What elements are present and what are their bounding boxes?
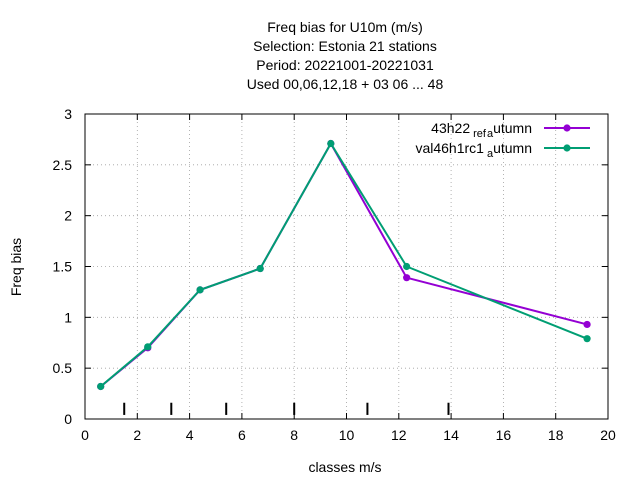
chart-title: Freq bias for U10m (m/s) Selection: Eston… <box>247 19 444 92</box>
grid-lines <box>85 114 608 419</box>
legend-marker-1 <box>563 144 571 152</box>
series-line-0 <box>100 141 588 388</box>
legend-label-subscript: a <box>487 128 494 140</box>
chart-title-line: Period: 20221001-20221031 <box>256 57 434 73</box>
y-tick-label: 2.5 <box>53 157 73 173</box>
y-tick-label: 3 <box>64 106 72 122</box>
x-tick-label: 12 <box>391 427 407 443</box>
y-axis-label: Freq bias <box>8 238 24 296</box>
chart-title-line: Used 00,06,12,18 + 03 06 ... 48 <box>247 76 444 92</box>
legend-label-subscript: a <box>487 148 494 160</box>
y-tick-label: 1 <box>64 309 72 325</box>
legend-label-main: val46h1rc1 <box>415 140 484 156</box>
x-tick-label: 4 <box>186 427 194 443</box>
x-tick-label: 0 <box>81 427 89 443</box>
x-tick-label: 20 <box>600 427 616 443</box>
series-lines <box>97 139 591 391</box>
y-tick-label: 0.5 <box>53 360 73 376</box>
y-tick-label: 0 <box>64 411 72 427</box>
class-boundary-markers <box>123 402 450 415</box>
chart-title-line: Selection: Estonia 21 stations <box>253 38 437 54</box>
legend-label-suffix: utumn <box>493 120 532 136</box>
series-point-1 <box>583 335 591 343</box>
series-point-0 <box>403 274 411 282</box>
chart-title-line: Freq bias for U10m (m/s) <box>267 19 423 35</box>
legend-label-suffix: utumn <box>493 140 532 156</box>
x-tick-label: 8 <box>290 427 298 443</box>
x-tick-label: 16 <box>496 427 512 443</box>
axis-ticks <box>84 113 609 420</box>
legend-label-main: 43h22 <box>431 120 470 136</box>
x-tick-label: 14 <box>443 427 459 443</box>
legend-marker-0 <box>563 124 571 132</box>
series-point-1 <box>196 286 204 294</box>
legend-label-subscript: ref <box>473 128 487 140</box>
series-point-1 <box>256 264 264 273</box>
x-tick-label: 2 <box>133 427 141 443</box>
series-point-1 <box>144 343 152 351</box>
y-tick-label: 1.5 <box>53 259 73 275</box>
x-axis-label: classes m/s <box>308 459 381 475</box>
series-point-1 <box>97 382 105 391</box>
y-tick-label: 2 <box>64 208 72 224</box>
series-line-1 <box>100 141 588 388</box>
legend-label-0: 43h22 refautumn <box>431 120 532 140</box>
series-point-1 <box>327 139 335 148</box>
y-tick-labels: 0 0.5 1 1.5 2 2.5 3 <box>53 106 73 427</box>
series-point-1 <box>403 262 411 271</box>
x-tick-label: 6 <box>238 427 246 443</box>
x-tick-label: 10 <box>339 427 355 443</box>
series-point-0 <box>583 320 591 329</box>
x-tick-label: 18 <box>548 427 564 443</box>
legend-label-1: val46h1rc1 autumn <box>415 140 532 160</box>
x-tick-labels: 0 2 4 6 8 10 12 14 16 18 20 <box>81 427 616 443</box>
